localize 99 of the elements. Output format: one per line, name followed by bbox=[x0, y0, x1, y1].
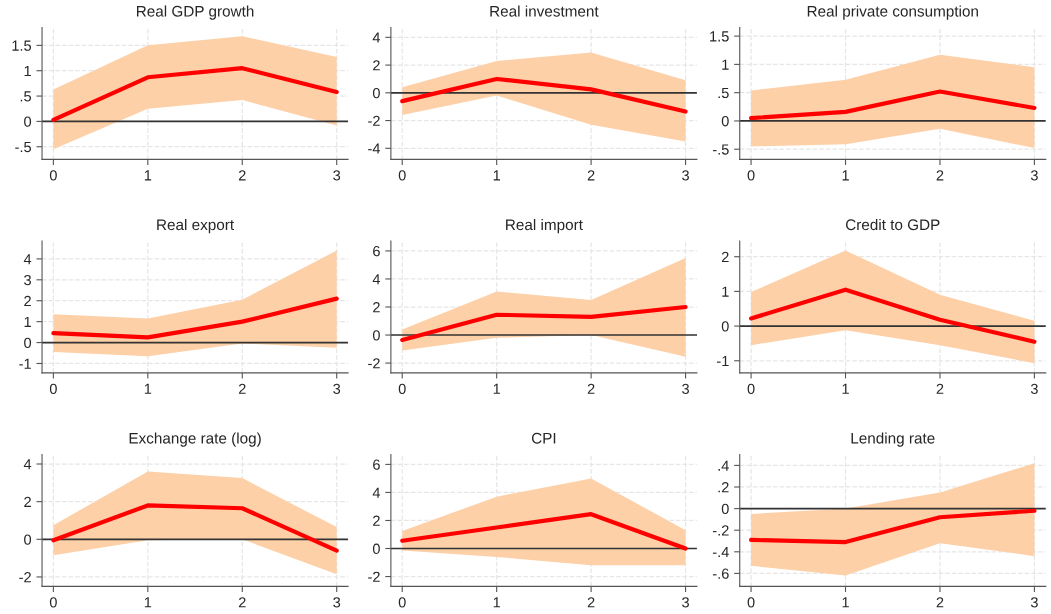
line-series bbox=[748, 508, 1037, 545]
y-tick-label: 0 bbox=[24, 116, 32, 127]
x-tick-label: 2 bbox=[587, 597, 595, 608]
y-tick-label: 0 bbox=[24, 337, 32, 348]
y-tick-label: -2 bbox=[19, 572, 31, 583]
line-series bbox=[748, 89, 1037, 121]
y-tick-label: 4 bbox=[23, 254, 32, 265]
y-tick-label: -.6 bbox=[712, 568, 729, 579]
y-tick-label: -2 bbox=[368, 358, 380, 369]
x-tick-label: 3 bbox=[682, 597, 689, 608]
y-tick-label: -.2 bbox=[712, 525, 729, 536]
y-tick-label: 1 bbox=[24, 316, 31, 327]
y-tick-label: 4 bbox=[23, 459, 32, 470]
x-tick-label: 2 bbox=[936, 170, 944, 181]
x-tick-label: 3 bbox=[333, 383, 341, 395]
chart-title: CPI bbox=[531, 432, 556, 444]
x-tick-label: 0 bbox=[398, 383, 406, 395]
x-tick-label: 3 bbox=[1030, 597, 1038, 608]
y-tick-label: 1 bbox=[722, 286, 729, 297]
x-tick-label: 1 bbox=[144, 170, 152, 181]
x-tick-label: 1 bbox=[493, 383, 501, 394]
x-tick-label: 3 bbox=[1030, 170, 1038, 181]
x-tick-label: 3 bbox=[682, 383, 689, 395]
y-tick-label: 2 bbox=[24, 496, 31, 507]
y-tick-label: 0 bbox=[372, 87, 380, 99]
y-tick-label: 3 bbox=[24, 274, 31, 286]
y-tick-label: 0 bbox=[721, 503, 729, 515]
x-tick-label: 2 bbox=[936, 383, 944, 394]
y-tick-label: .5 bbox=[718, 87, 729, 99]
x-tick-label: 1 bbox=[842, 383, 849, 394]
x-tick-label: 3 bbox=[682, 170, 689, 181]
x-tick-label: 0 bbox=[49, 383, 57, 395]
y-tick-label: 2 bbox=[373, 515, 380, 526]
y-tick-label: .2 bbox=[718, 482, 729, 493]
y-tick-label: 0 bbox=[24, 534, 32, 545]
chart-title: Credit to GDP bbox=[845, 218, 940, 231]
y-tick-label: 0 bbox=[372, 543, 380, 554]
y-tick-label: -.4 bbox=[712, 547, 729, 558]
x-tick-label: 2 bbox=[238, 170, 246, 181]
line-series bbox=[748, 287, 1037, 344]
y-tick-label: 4 bbox=[372, 487, 381, 498]
y-tick-label: 4 bbox=[372, 32, 381, 43]
chart-title: Real investment bbox=[490, 5, 599, 17]
x-tick-label: 0 bbox=[49, 597, 57, 608]
y-tick-label: 2 bbox=[24, 295, 31, 307]
y-tick-label: -4 bbox=[368, 143, 381, 154]
y-tick-label: 1.5 bbox=[12, 40, 32, 51]
y-tick-label: 1 bbox=[24, 65, 31, 76]
line-series bbox=[400, 512, 688, 551]
x-tick-label: 1 bbox=[493, 597, 501, 608]
y-tick-label: 1 bbox=[722, 59, 729, 70]
chart-title: Lending rate bbox=[851, 432, 935, 447]
y-tick-label: .5 bbox=[20, 91, 32, 102]
x-tick-label: 1 bbox=[144, 383, 152, 394]
x-tick-label: 3 bbox=[333, 597, 341, 608]
y-tick-label: .4 bbox=[718, 460, 729, 471]
x-tick-label: 0 bbox=[49, 170, 57, 181]
x-tick-label: 0 bbox=[747, 383, 755, 395]
x-tick-label: 3 bbox=[1030, 383, 1038, 395]
x-tick-label: 2 bbox=[587, 170, 595, 181]
chart-title: Real export bbox=[157, 218, 234, 234]
x-tick-label: 1 bbox=[493, 170, 501, 181]
y-tick-label: 0 bbox=[721, 116, 729, 127]
y-tick-label: 1.5 bbox=[710, 31, 729, 42]
x-tick-label: 2 bbox=[587, 383, 595, 394]
y-tick-label: 0 bbox=[372, 330, 380, 341]
y-tick-label: -1 bbox=[717, 356, 729, 367]
y-tick-label: -1 bbox=[19, 358, 31, 369]
y-tick-label: -.5 bbox=[15, 141, 32, 153]
chart-title: Real import bbox=[506, 218, 583, 234]
y-tick-label: 2 bbox=[721, 251, 729, 262]
x-tick-label: 2 bbox=[238, 383, 246, 394]
line-series bbox=[400, 304, 688, 343]
x-tick-label: 1 bbox=[144, 597, 152, 608]
y-tick-label: 2 bbox=[373, 60, 380, 71]
y-tick-label: 4 bbox=[372, 274, 381, 285]
y-tick-label: -.5 bbox=[712, 144, 729, 155]
x-tick-label: 0 bbox=[747, 597, 755, 608]
y-tick-label: 2 bbox=[373, 302, 380, 313]
x-tick-label: 3 bbox=[333, 170, 341, 181]
y-tick-label: 0 bbox=[721, 321, 729, 332]
x-tick-label: 2 bbox=[936, 597, 944, 608]
x-tick-label: 0 bbox=[747, 170, 755, 181]
x-tick-label: 0 bbox=[398, 170, 406, 181]
y-tick-label: -2 bbox=[368, 571, 380, 582]
line-series bbox=[51, 66, 339, 122]
y-tick-label: 6 bbox=[373, 246, 380, 257]
x-tick-label: 0 bbox=[398, 597, 406, 608]
x-tick-label: 1 bbox=[842, 597, 849, 608]
chart-title: Exchange rate (log) bbox=[129, 432, 261, 447]
line-series bbox=[51, 296, 339, 340]
x-tick-label: 1 bbox=[842, 170, 849, 181]
y-tick-label: 6 bbox=[373, 459, 380, 470]
chart-title: Real private consumption bbox=[807, 5, 978, 20]
y-tick-label: -2 bbox=[368, 115, 380, 126]
line-series bbox=[51, 503, 339, 553]
chart-title: Real GDP growth bbox=[137, 5, 254, 20]
line-series bbox=[400, 76, 688, 114]
x-tick-label: 2 bbox=[238, 597, 246, 608]
